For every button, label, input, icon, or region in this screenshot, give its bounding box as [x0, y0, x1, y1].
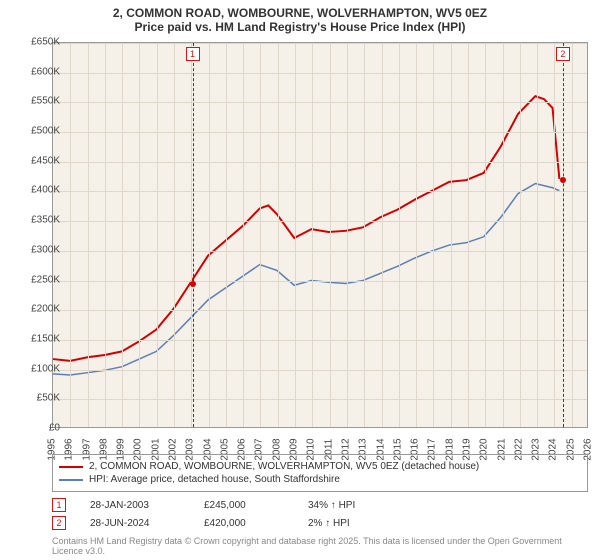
- legend-label: 2, COMMON ROAD, WOMBOURNE, WOLVERHAMPTON…: [89, 461, 479, 472]
- sale-price: £420,000: [204, 518, 284, 529]
- chart-container: 2, COMMON ROAD, WOMBOURNE, WOLVERHAMPTON…: [0, 0, 600, 560]
- gridline-v: [399, 43, 400, 427]
- y-tick-label: £600K: [10, 66, 60, 77]
- y-tick-label: £350K: [10, 215, 60, 226]
- gridline-v: [451, 43, 452, 427]
- legend-swatch: [59, 479, 83, 481]
- sale-marker-icon: 2: [52, 516, 66, 530]
- gridline-v: [468, 43, 469, 427]
- gridline-h: [53, 281, 587, 282]
- y-tick-label: £150K: [10, 333, 60, 344]
- series-line-price-paid: [53, 96, 559, 361]
- legend-label: HPI: Average price, detached house, Sout…: [89, 474, 340, 485]
- y-tick-label: £500K: [10, 126, 60, 137]
- sale-dot: [560, 177, 566, 183]
- gridline-v: [416, 43, 417, 427]
- title-block: 2, COMMON ROAD, WOMBOURNE, WOLVERHAMPTON…: [0, 0, 600, 36]
- gridline-h: [53, 340, 587, 341]
- gridline-v: [122, 43, 123, 427]
- title-line-1: 2, COMMON ROAD, WOMBOURNE, WOLVERHAMPTON…: [0, 6, 600, 20]
- gridline-v: [382, 43, 383, 427]
- sale-marker-icon: 1: [52, 498, 66, 512]
- y-tick-label: £50K: [10, 393, 60, 404]
- gridline-h: [53, 399, 587, 400]
- gridline-h: [53, 221, 587, 222]
- legend-row: HPI: Average price, detached house, Sout…: [59, 474, 581, 485]
- gridline-v: [70, 43, 71, 427]
- y-tick-label: £0: [10, 423, 60, 434]
- gridline-v: [572, 43, 573, 427]
- gridline-v: [88, 43, 89, 427]
- y-tick-label: £300K: [10, 244, 60, 255]
- gridline-h: [53, 73, 587, 74]
- gridline-h: [53, 132, 587, 133]
- y-tick-label: £650K: [10, 37, 60, 48]
- title-line-2: Price paid vs. HM Land Registry's House …: [0, 20, 600, 34]
- gridline-v: [243, 43, 244, 427]
- gridline-v: [139, 43, 140, 427]
- gridline-v: [503, 43, 504, 427]
- y-tick-label: £450K: [10, 155, 60, 166]
- sale-date: 28-JAN-2003: [90, 500, 180, 511]
- gridline-v: [312, 43, 313, 427]
- gridline-v: [278, 43, 279, 427]
- gridline-h: [53, 310, 587, 311]
- gridline-h: [53, 162, 587, 163]
- gridline-h: [53, 370, 587, 371]
- legend-series-box: 2, COMMON ROAD, WOMBOURNE, WOLVERHAMPTON…: [52, 454, 588, 492]
- sale-marker-line: [193, 43, 194, 427]
- y-tick-label: £100K: [10, 363, 60, 374]
- gridline-v: [330, 43, 331, 427]
- sale-marker-box: 1: [186, 47, 200, 61]
- gridline-h: [53, 251, 587, 252]
- gridline-v: [433, 43, 434, 427]
- y-tick-label: £250K: [10, 274, 60, 285]
- gridline-v: [520, 43, 521, 427]
- sale-row: 1 28-JAN-2003 £245,000 34% ↑ HPI: [52, 498, 588, 512]
- sale-marker-line: [563, 43, 564, 427]
- sale-marker-box: 2: [556, 47, 570, 61]
- gridline-v: [260, 43, 261, 427]
- legend-sales-box: 1 28-JAN-2003 £245,000 34% ↑ HPI 2 28-JUN-202…: [52, 498, 588, 530]
- gridline-v: [157, 43, 158, 427]
- gridline-v: [537, 43, 538, 427]
- sale-date: 28-JUN-2024: [90, 518, 180, 529]
- y-tick-label: £400K: [10, 185, 60, 196]
- gridline-v: [226, 43, 227, 427]
- gridline-v: [364, 43, 365, 427]
- gridline-v: [347, 43, 348, 427]
- sale-hpi: 2% ↑ HPI: [308, 518, 408, 529]
- sale-price: £245,000: [204, 500, 284, 511]
- gridline-v: [209, 43, 210, 427]
- legend-swatch: [59, 466, 83, 468]
- gridline-v: [295, 43, 296, 427]
- gridline-h: [53, 191, 587, 192]
- chart-plot-area: 12: [52, 42, 588, 428]
- legend-panel: 2, COMMON ROAD, WOMBOURNE, WOLVERHAMPTON…: [52, 454, 588, 556]
- gridline-v: [174, 43, 175, 427]
- legend-row: 2, COMMON ROAD, WOMBOURNE, WOLVERHAMPTON…: [59, 461, 581, 472]
- credit-text: Contains HM Land Registry data © Crown c…: [52, 536, 588, 556]
- sale-hpi: 34% ↑ HPI: [308, 500, 408, 511]
- gridline-h: [53, 102, 587, 103]
- gridline-v: [105, 43, 106, 427]
- sale-row: 2 28-JUN-2024 £420,000 2% ↑ HPI: [52, 516, 588, 530]
- y-tick-label: £550K: [10, 96, 60, 107]
- sale-dot: [190, 281, 196, 287]
- gridline-h: [53, 43, 587, 44]
- gridline-v: [485, 43, 486, 427]
- gridline-v: [554, 43, 555, 427]
- y-tick-label: £200K: [10, 304, 60, 315]
